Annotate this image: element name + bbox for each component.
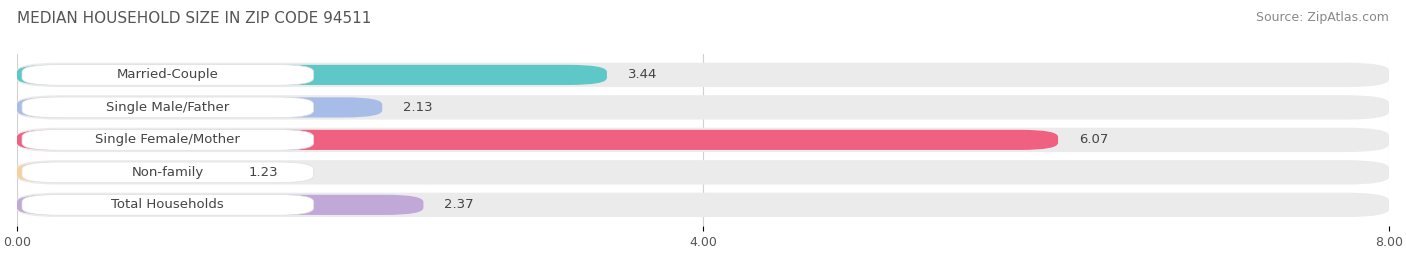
Text: Single Male/Father: Single Male/Father [107, 101, 229, 114]
FancyBboxPatch shape [22, 65, 314, 85]
FancyBboxPatch shape [22, 162, 314, 183]
FancyBboxPatch shape [22, 194, 314, 215]
Text: 2.37: 2.37 [444, 198, 474, 211]
FancyBboxPatch shape [17, 130, 1059, 150]
Text: Married-Couple: Married-Couple [117, 68, 219, 82]
Text: 6.07: 6.07 [1078, 133, 1108, 146]
FancyBboxPatch shape [17, 160, 1389, 185]
Text: Source: ZipAtlas.com: Source: ZipAtlas.com [1256, 11, 1389, 24]
FancyBboxPatch shape [17, 193, 1389, 217]
FancyBboxPatch shape [17, 95, 1389, 120]
FancyBboxPatch shape [17, 97, 382, 118]
Text: MEDIAN HOUSEHOLD SIZE IN ZIP CODE 94511: MEDIAN HOUSEHOLD SIZE IN ZIP CODE 94511 [17, 11, 371, 26]
Text: 2.13: 2.13 [402, 101, 433, 114]
Text: Total Households: Total Households [111, 198, 224, 211]
Text: Single Female/Mother: Single Female/Mother [96, 133, 240, 146]
Text: 1.23: 1.23 [249, 166, 278, 179]
Text: Non-family: Non-family [132, 166, 204, 179]
FancyBboxPatch shape [17, 128, 1389, 152]
FancyBboxPatch shape [17, 63, 1389, 87]
FancyBboxPatch shape [17, 162, 228, 182]
Text: 3.44: 3.44 [627, 68, 657, 82]
FancyBboxPatch shape [17, 65, 607, 85]
FancyBboxPatch shape [22, 130, 314, 150]
FancyBboxPatch shape [17, 195, 423, 215]
FancyBboxPatch shape [22, 97, 314, 118]
